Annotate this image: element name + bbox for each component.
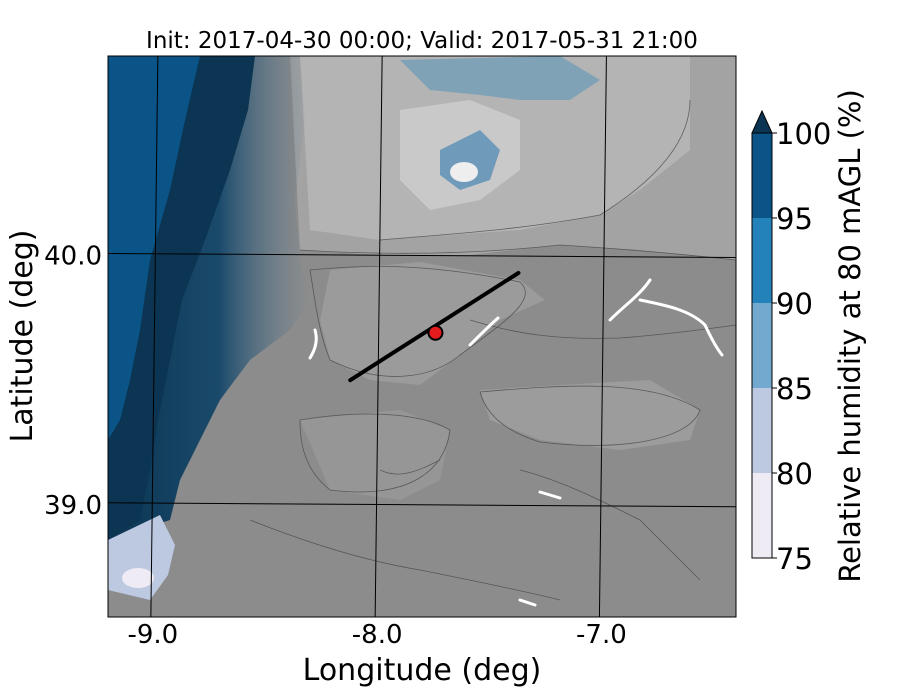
meridian-line [150, 56, 159, 617]
colorbar-band [752, 133, 772, 218]
colorbar-extend-arrow [751, 109, 773, 134]
south-plateau [480, 380, 700, 450]
latitude-tick-label: 40.0 [44, 241, 102, 271]
meridian-line [598, 56, 607, 617]
longitude-tick-label: -7.0 [576, 620, 627, 650]
y-axis-label: Latitude (deg) [5, 230, 40, 443]
colorbar-band [752, 473, 772, 558]
latitude-tick-label: 39.0 [44, 491, 102, 521]
colorbar-tick-label: 95 [776, 202, 813, 236]
parallel-line [108, 502, 736, 508]
colorbar-frame [751, 132, 773, 559]
meridian-line [374, 56, 383, 617]
colorbar-tick-label: 90 [776, 287, 813, 321]
colorbar-band [752, 218, 772, 303]
figure-title: Init: 2017-04-30 00:00; Valid: 2017-05-3… [146, 28, 698, 54]
southwest-grey [108, 590, 190, 617]
site-marker [427, 324, 444, 341]
colorbar: 75 80 85 90 95 100 [751, 109, 831, 576]
graticule [108, 56, 736, 617]
colorbar-tick-label: 80 [776, 457, 813, 491]
longitude-tick-labels: -9.0 -8.0 -7.0 [127, 620, 626, 650]
x-axis-label: Longitude (deg) [303, 653, 542, 688]
southwest-white [122, 568, 154, 588]
colorbar-tick-label: 85 [776, 372, 813, 406]
rivers [308, 278, 724, 607]
colorbar-tick-label: 75 [776, 542, 813, 576]
colorbar-band [752, 303, 772, 388]
colorbar-band [752, 388, 772, 473]
longitude-tick-label: -8.0 [352, 620, 403, 650]
colorbar-tick-label: 100 [776, 117, 831, 151]
nearshore-band [108, 56, 200, 440]
map-frame [107, 55, 737, 618]
colorbar-label: Relative humidity at 80 mAGL (%) [833, 89, 867, 583]
south-hills [300, 410, 450, 500]
contour-lines [249, 99, 736, 601]
humid-patch-north [400, 56, 600, 100]
parallel-line [108, 252, 736, 258]
latitude-tick-labels: 40.0 39.0 [44, 241, 102, 520]
peak-white [450, 162, 478, 182]
longitude-tick-label: -9.0 [127, 620, 178, 650]
